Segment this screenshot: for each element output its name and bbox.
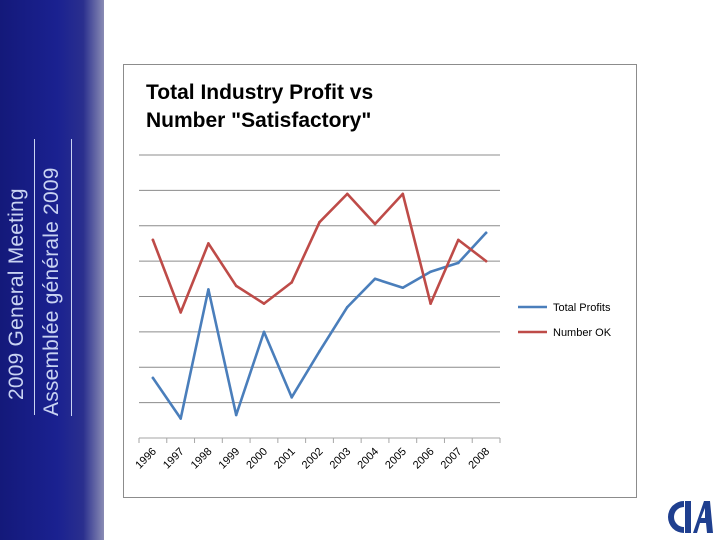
data-point: [318, 350, 321, 353]
x-tick-label: 1996: [133, 446, 159, 472]
data-point: [401, 192, 405, 196]
data-point: [179, 311, 182, 314]
data-point: [373, 277, 377, 281]
data-point: [151, 238, 155, 242]
legend: Total Profits Number OK: [518, 302, 612, 339]
chart-title-line-2: Number "Satisfactory": [146, 109, 372, 132]
data-point: [290, 396, 294, 399]
data-point: [234, 413, 238, 417]
data-point: [290, 281, 294, 284]
data-point: [318, 220, 321, 224]
data-point: [207, 288, 210, 291]
x-tick-label: 2007: [439, 446, 465, 472]
data-point: [373, 222, 377, 226]
chart-title-line-1: Total Industry Profit vs: [146, 81, 374, 104]
x-tick-label: 1999: [217, 446, 243, 472]
x-tick-label: 1997: [161, 446, 187, 472]
x-tick-label: 2002: [300, 446, 326, 472]
data-point: [429, 270, 432, 274]
data-point: [484, 259, 488, 263]
data-point: [345, 192, 349, 196]
data-point: [151, 376, 155, 380]
x-tick-label: 2003: [328, 446, 354, 472]
x-tick-label: 2001: [272, 446, 298, 472]
chart-title: Total Industry Profit vs Number "Satisfa…: [146, 79, 446, 135]
data-point: [207, 242, 210, 245]
gridlines: [138, 154, 501, 443]
series-lines: [151, 192, 488, 420]
x-tick-label: 1998: [189, 446, 215, 472]
sidebar-banner: 2009 General Meeting Assemblée générale …: [0, 0, 104, 540]
x-tick-label: 2000: [244, 446, 270, 472]
data-point: [179, 417, 182, 420]
x-tick-label: 2008: [466, 446, 492, 472]
legend-label: Total Profits: [553, 302, 611, 314]
legend-label: Number OK: [553, 327, 612, 339]
cia-logo-icon: [668, 501, 713, 533]
data-point: [429, 302, 432, 305]
data-point: [345, 305, 349, 309]
x-tick-label: 2004: [355, 446, 381, 472]
x-tick-label: 2006: [411, 446, 437, 472]
x-tick-label: 2005: [383, 446, 409, 472]
data-point: [234, 284, 238, 288]
data-point: [484, 231, 488, 235]
series-line-number-ok: [151, 192, 488, 314]
data-point: [262, 330, 266, 334]
data-point: [262, 302, 266, 305]
x-tick-labels: 1996 1997 1998 1999 2000 2001 2002 2003 2004 2005…: [133, 446, 492, 472]
data-point: [401, 286, 405, 289]
data-point: [457, 238, 460, 242]
data-point: [457, 261, 460, 265]
